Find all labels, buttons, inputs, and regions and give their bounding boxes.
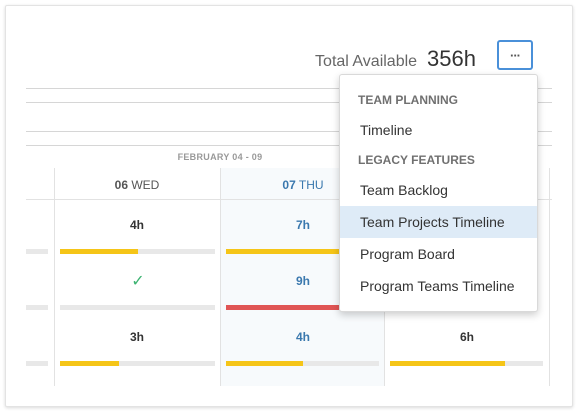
capacity-bar-fill: [60, 361, 119, 366]
grid-line: [26, 131, 552, 132]
day-header-thu: 07 THU: [253, 178, 353, 192]
column-divider: [549, 168, 550, 386]
grid-line: [26, 102, 552, 103]
prev-day-bar: [26, 361, 48, 366]
cell-hours[interactable]: 3h: [129, 330, 144, 344]
capacity-bar-fill: [226, 305, 339, 310]
capacity-bar: [226, 249, 339, 254]
day-name: WED: [131, 178, 160, 192]
capacity-bar-fill: [390, 361, 505, 366]
total-available-value: 356h: [427, 46, 476, 71]
total-available-summary: Total Available 356h: [315, 46, 476, 72]
day-name: THU: [298, 178, 324, 192]
header-divider: [26, 199, 552, 200]
menu-item-program-teams-timeline[interactable]: Program Teams Timeline: [360, 278, 515, 294]
prev-day-bar: [26, 305, 48, 310]
capacity-bar: [226, 361, 379, 366]
date-range-label: FEBRUARY 04 - 09: [177, 152, 263, 162]
cell-hours[interactable]: 6h: [459, 330, 474, 344]
more-options-button[interactable]: ···: [497, 40, 533, 70]
cell-hours[interactable]: 4h: [129, 218, 144, 232]
prev-day-bar: [26, 249, 48, 254]
capacity-bar: [60, 249, 215, 254]
total-available-label: Total Available: [315, 53, 418, 70]
menu-item-team-projects-timeline[interactable]: Team Projects Timeline: [340, 206, 537, 238]
capacity-bar-fill: [226, 361, 303, 366]
column-divider: [54, 168, 55, 386]
capacity-bar-fill: [60, 305, 215, 310]
menu-section-legacy-features: LEGACY FEATURES: [358, 153, 475, 167]
capacity-bar: [390, 361, 543, 366]
capacity-bar-fill: [60, 249, 138, 254]
capacity-bar: [60, 305, 215, 310]
capacity-bar: [60, 361, 215, 366]
day-number: 07: [282, 178, 296, 192]
menu-item-program-board[interactable]: Program Board: [360, 246, 455, 262]
column-divider: [220, 168, 221, 386]
grid-line: [26, 88, 552, 89]
day-number: 06: [114, 178, 128, 192]
menu-item-team-backlog[interactable]: Team Backlog: [360, 182, 448, 198]
cell-hours[interactable]: 9h: [295, 274, 310, 288]
cell-hours[interactable]: 7h: [295, 218, 310, 232]
capacity-bar: [226, 305, 339, 310]
cell-hours[interactable]: 4h: [295, 330, 310, 344]
menu-section-team-planning: TEAM PLANNING: [358, 93, 458, 107]
more-horizontal-icon: ···: [510, 47, 521, 63]
grid-line: [26, 145, 552, 146]
capacity-bar-fill: [226, 249, 339, 254]
menu-item-timeline[interactable]: Timeline: [360, 122, 413, 138]
day-header-wed: 06 WED: [87, 178, 187, 192]
more-options-menu: TEAM PLANNING Timeline LEGACY FEATURES T…: [339, 74, 538, 312]
check-icon: ✓: [131, 273, 145, 290]
